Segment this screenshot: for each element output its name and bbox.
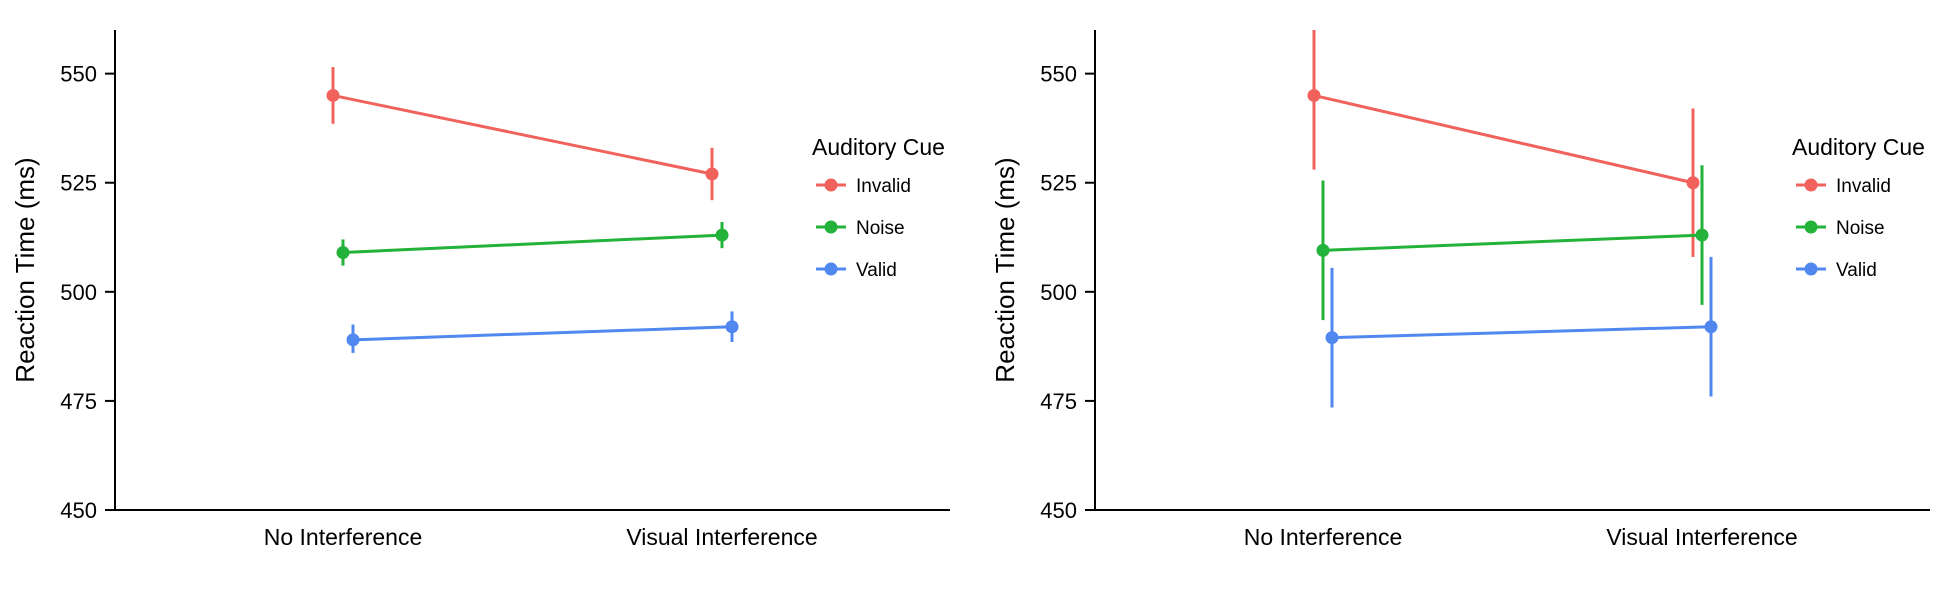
y-tick-label: 550 (60, 62, 97, 87)
x-tick-label: Visual Interference (626, 524, 817, 550)
x-tick-label: Visual Interference (1606, 524, 1797, 550)
chart-panel-right: 450 475 500 525 550 No Interference Visual Int… (990, 30, 1930, 550)
legend-item-noise: Noise (1796, 218, 1885, 239)
data-point (1704, 320, 1718, 334)
series-valid (1325, 256, 1718, 408)
data-point (1316, 243, 1330, 257)
legend-key-point (1804, 262, 1818, 276)
series-valid (346, 311, 739, 353)
legend-label: Noise (856, 218, 905, 239)
y-tick-label: 475 (1040, 389, 1077, 414)
legend: Auditory Cue Invalid Noise Valid (812, 134, 945, 281)
legend: Auditory Cue Invalid Noise Valid (1792, 134, 1925, 281)
series-invalid (1307, 30, 1700, 257)
chart-panel-left: 450 475 500 525 550 No Interference Visual Int… (10, 30, 950, 550)
legend-label: Valid (1836, 260, 1877, 281)
series-noise (336, 222, 729, 266)
legend-label: Invalid (1836, 176, 1891, 197)
series-line (342, 233, 723, 255)
data-point (1325, 331, 1339, 345)
data-point (715, 228, 729, 242)
series-noise (1316, 165, 1709, 321)
series-line (352, 325, 733, 342)
y-tick-label: 475 (60, 389, 97, 414)
y-axis-title: Reaction Time (ms) (10, 157, 40, 382)
y-tick-label: 500 (1040, 280, 1077, 305)
y-axis-title: Reaction Time (ms) (990, 157, 1020, 382)
data-point (336, 246, 350, 260)
y-tick-label: 550 (1040, 62, 1077, 87)
y-tick-label: 525 (60, 171, 97, 196)
legend-label: Invalid (856, 176, 911, 197)
x-tick-label: No Interference (1244, 524, 1403, 550)
legend-key-point (824, 262, 838, 276)
data-point (346, 333, 360, 347)
legend-title: Auditory Cue (812, 134, 945, 160)
legend-key-point (1804, 220, 1818, 234)
data-point (705, 167, 719, 181)
data-point (1307, 88, 1321, 102)
y-tick-label: 450 (60, 498, 97, 523)
data-point (1686, 176, 1700, 190)
legend-item-valid: Valid (1796, 260, 1877, 281)
y-tick-label: 450 (1040, 498, 1077, 523)
legend-item-invalid: Invalid (1796, 176, 1891, 197)
legend-item-noise: Noise (816, 218, 905, 239)
legend-key-point (824, 178, 838, 192)
legend-label: Noise (1836, 218, 1885, 239)
y-tick-label: 500 (60, 280, 97, 305)
data-point (1695, 228, 1709, 242)
series-line (1331, 325, 1712, 340)
legend-key-point (1804, 178, 1818, 192)
series-line (332, 93, 713, 176)
series-invalid (326, 67, 719, 201)
legend-key-point (824, 220, 838, 234)
legend-title: Auditory Cue (1792, 134, 1925, 160)
legend-item-invalid: Invalid (816, 176, 911, 197)
x-tick-label: No Interference (264, 524, 423, 550)
data-point (326, 88, 340, 102)
y-tick-label: 525 (1040, 171, 1077, 196)
legend-label: Valid (856, 260, 897, 281)
data-point (725, 320, 739, 334)
legend-item-valid: Valid (816, 260, 897, 281)
series-line (1313, 93, 1694, 185)
series-line (1322, 233, 1703, 252)
